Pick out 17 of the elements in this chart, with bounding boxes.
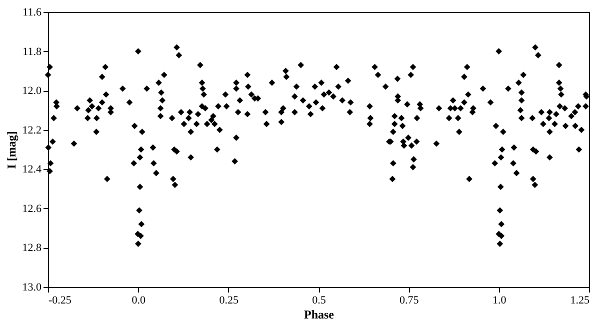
y-tick-label: 12.8 xyxy=(22,242,42,254)
y-tick-label: 12.6 xyxy=(22,202,42,215)
x-tick-label: 1.25 xyxy=(570,294,590,306)
y-tick-label: 11.6 xyxy=(22,6,42,18)
y-tick-label: 12.4 xyxy=(22,164,42,176)
x-tick-label: 0.75 xyxy=(400,294,420,306)
y-tick-label: 11.8 xyxy=(22,46,42,58)
y-tick-label: 12.0 xyxy=(22,85,42,98)
x-tick-label: 0.5 xyxy=(312,294,326,306)
x-axis-title: Phase xyxy=(304,308,335,322)
y-tick-label: 12.2 xyxy=(22,124,42,136)
x-tick-label: -0.25 xyxy=(48,294,72,306)
y-axis-title: I [mag] xyxy=(4,131,18,169)
x-tick-label: 0.0 xyxy=(132,294,146,306)
x-tick-label: 1.0 xyxy=(492,294,507,306)
y-tick-label: 13.0 xyxy=(22,282,42,294)
x-tick-label: 0.25 xyxy=(219,294,239,306)
